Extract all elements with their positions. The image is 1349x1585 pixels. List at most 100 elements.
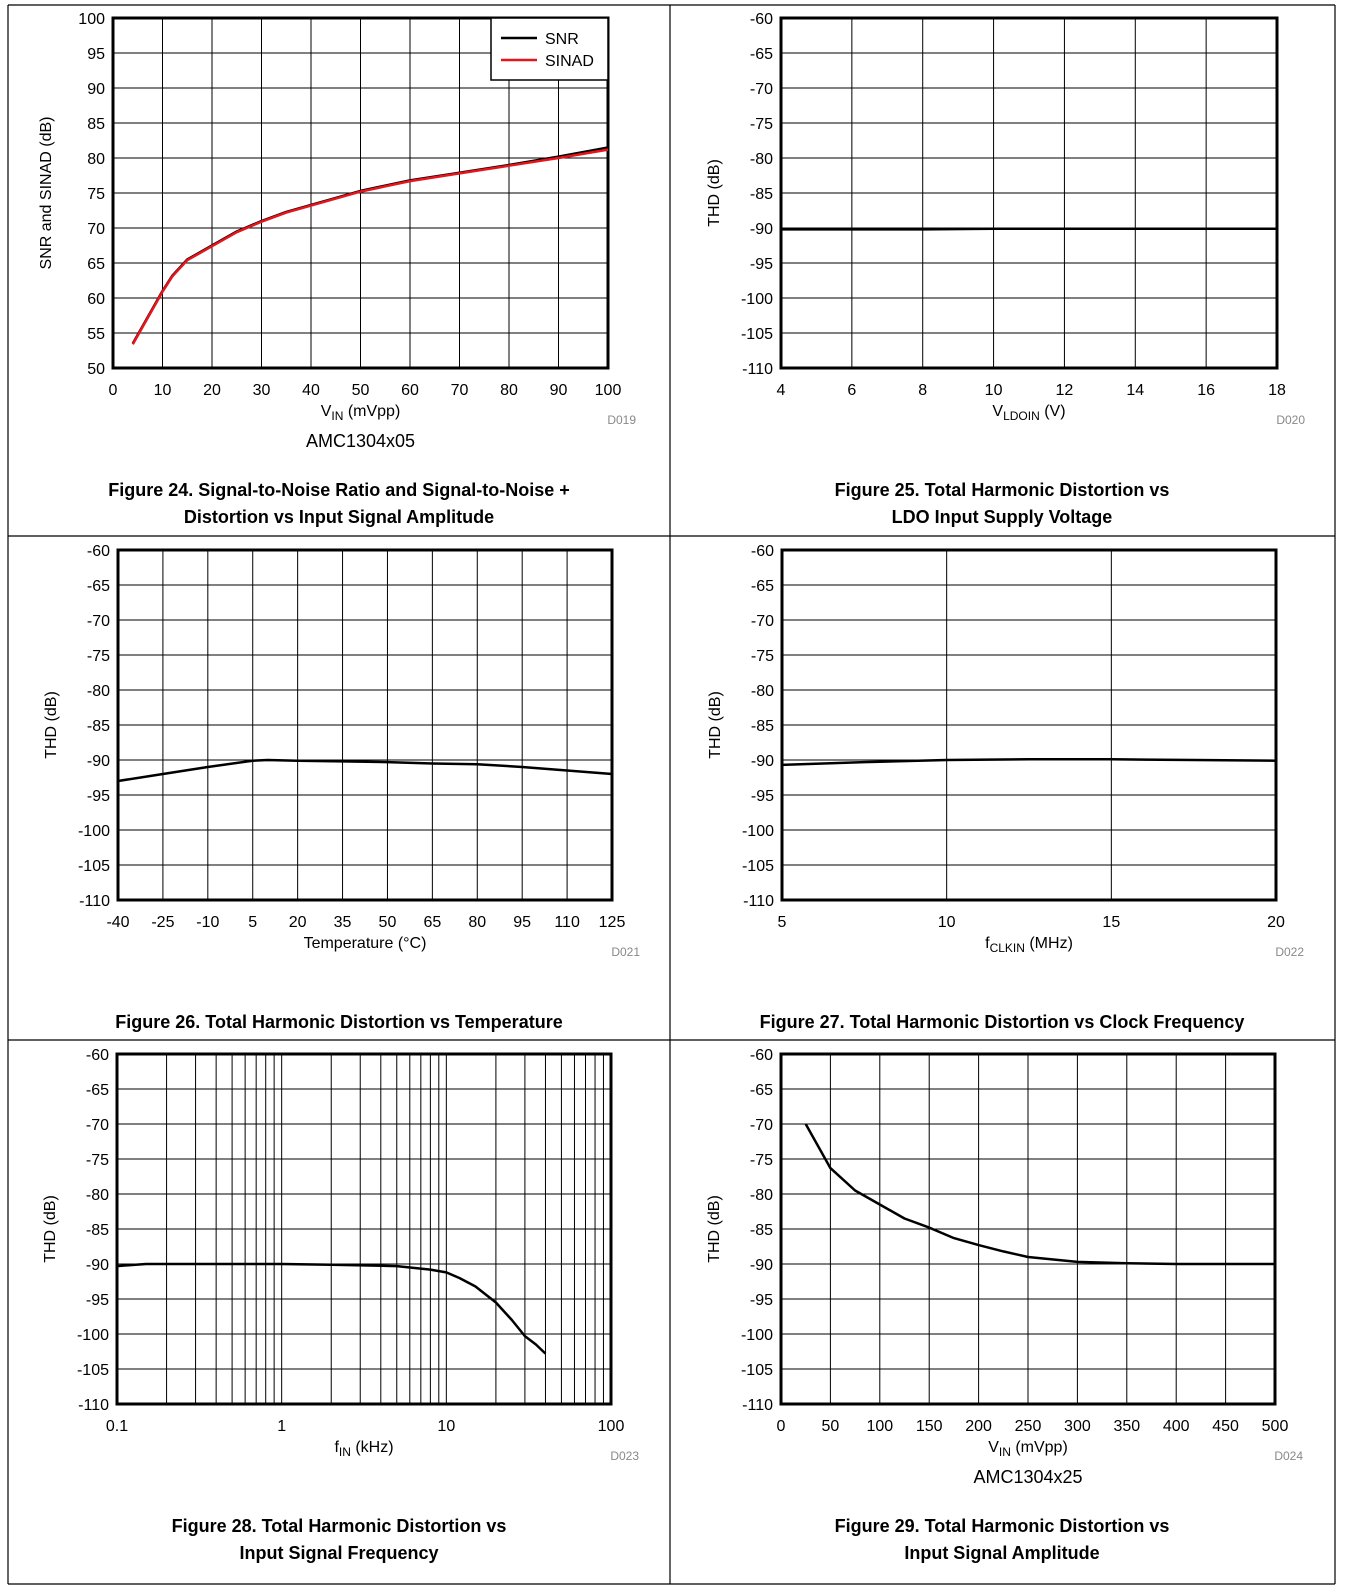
- y-tick-label: -60: [751, 543, 774, 560]
- data-line: [116, 1262, 547, 1355]
- y-tick-label: -95: [86, 1292, 109, 1309]
- y-tick-label: -85: [750, 1222, 773, 1239]
- x-axis-label-part: LDOIN: [1003, 409, 1040, 423]
- cell-borders: [7, 4, 1336, 1585]
- y-axis-label: THD (dB): [42, 1195, 59, 1263]
- figure-note: D020: [1276, 413, 1305, 427]
- data-line: [131, 148, 609, 345]
- y-tick-label: -65: [86, 1082, 109, 1099]
- x-tick-label: 14: [1126, 382, 1144, 399]
- x-axis-label-part: (kHz): [351, 1439, 394, 1456]
- x-tick-label: 50: [352, 382, 370, 399]
- plot-frame: [779, 16, 1279, 370]
- x-tick-label: 50: [822, 1418, 840, 1435]
- x-tick-label: 80: [500, 382, 518, 399]
- y-tick-label: -65: [750, 46, 773, 63]
- x-axis-label-part: V: [321, 403, 332, 420]
- y-tick-label: -100: [78, 823, 110, 840]
- x-axis-label-part: CLKIN: [990, 941, 1025, 955]
- x-tick-label: 6: [847, 382, 856, 399]
- y-tick-label: 60: [87, 291, 105, 308]
- x-axis-label: Temperature (°C): [304, 935, 427, 952]
- y-tick-label: -110: [742, 1397, 773, 1414]
- y-tick-label: -65: [750, 1082, 773, 1099]
- y-tick-label: -105: [741, 326, 773, 343]
- y-tick-label: -70: [751, 613, 774, 630]
- y-tick-label: -60: [750, 1047, 773, 1064]
- x-tick-label: 500: [1262, 1418, 1289, 1435]
- y-tick-label: -100: [741, 291, 773, 308]
- x-axis-label-part: f: [334, 1439, 339, 1456]
- figure-caption: Figure 25. Total Harmonic Distortion vs: [835, 480, 1170, 500]
- y-axis-label: THD (dB): [43, 691, 60, 759]
- x-axis-label-part: IN: [999, 1445, 1011, 1459]
- figure-subtitle: AMC1304x25: [973, 1467, 1082, 1487]
- x-tick-label: 200: [965, 1418, 992, 1435]
- y-tick-label: -95: [87, 788, 110, 805]
- plot-frame: [780, 548, 1278, 902]
- y-tick-label: -65: [87, 578, 110, 595]
- x-tick-label: 0: [777, 1418, 786, 1435]
- figure-subtitle: AMC1304x05: [306, 431, 415, 451]
- y-tick-label: -75: [87, 648, 110, 665]
- y-tick-label: -110: [743, 893, 774, 910]
- y-tick-label: -90: [750, 221, 773, 238]
- y-axis-label: SNR and SINAD (dB): [38, 117, 55, 270]
- x-tick-label: 1: [277, 1418, 286, 1435]
- y-tick-label: -75: [750, 116, 773, 133]
- y-tick-label: -75: [751, 648, 774, 665]
- figure-caption: LDO Input Supply Voltage: [892, 507, 1113, 527]
- x-tick-label: 350: [1113, 1418, 1140, 1435]
- y-axis-label: THD (dB): [707, 691, 724, 759]
- y-tick-label: -80: [750, 1187, 773, 1204]
- x-tick-label: 100: [595, 382, 622, 399]
- y-tick-label: -90: [750, 1257, 773, 1274]
- x-tick-label: 110: [554, 914, 580, 931]
- x-axis-label-part: V: [992, 403, 1003, 420]
- x-axis-label-part: V: [988, 1439, 999, 1456]
- figure-caption: Figure 26. Total Harmonic Distortion vs …: [115, 1012, 562, 1032]
- y-tick-label: -60: [86, 1047, 109, 1064]
- x-tick-label: 18: [1268, 382, 1286, 399]
- y-tick-label: -100: [77, 1327, 109, 1344]
- y-tick-label: -110: [78, 1397, 109, 1414]
- y-tick-label: -105: [741, 1362, 773, 1379]
- y-tick-label: -85: [750, 186, 773, 203]
- y-tick-label: -80: [750, 151, 773, 168]
- x-tick-label: 50: [379, 914, 397, 931]
- y-tick-label: 50: [87, 361, 105, 378]
- x-tick-label: 0: [109, 382, 118, 399]
- y-tick-label: -100: [742, 823, 774, 840]
- x-axis-label-part: (MHz): [1025, 935, 1073, 952]
- y-tick-label: -70: [87, 613, 110, 630]
- x-tick-label: 10: [938, 914, 956, 931]
- x-tick-label: 150: [916, 1418, 943, 1435]
- x-tick-label: 15: [1102, 914, 1120, 931]
- y-tick-label: -85: [87, 718, 110, 735]
- y-tick-label: -105: [742, 858, 774, 875]
- y-tick-label: -90: [87, 753, 110, 770]
- x-tick-label: 95: [513, 914, 531, 931]
- y-tick-label: -95: [751, 788, 774, 805]
- chart: -40 -25 -10 5 20 35 50 65 80 95 110 125-110-105-100…: [43, 543, 640, 1032]
- y-tick-label: 85: [87, 116, 105, 133]
- y-tick-label: -90: [751, 753, 774, 770]
- x-tick-label: 12: [1056, 382, 1074, 399]
- x-tick-label: 20: [289, 914, 307, 931]
- x-tick-label: 100: [866, 1418, 893, 1435]
- figure-note: D024: [1274, 1449, 1303, 1463]
- x-axis-label: VIN (mVpp): [321, 403, 401, 423]
- x-tick-label: 70: [451, 382, 469, 399]
- x-axis-label-part: (V): [1040, 403, 1066, 420]
- x-tick-label: 4: [777, 382, 786, 399]
- data-line: [131, 146, 609, 345]
- y-tick-label: 90: [87, 81, 105, 98]
- y-tick-label: -90: [86, 1257, 109, 1274]
- x-axis-label: VLDOIN (V): [992, 403, 1065, 423]
- figure-caption: Figure 28. Total Harmonic Distortion vs: [172, 1516, 507, 1536]
- x-tick-label: 30: [253, 382, 271, 399]
- y-tick-label: -65: [751, 578, 774, 595]
- x-tick-label: -40: [106, 914, 129, 931]
- x-tick-label: 8: [918, 382, 927, 399]
